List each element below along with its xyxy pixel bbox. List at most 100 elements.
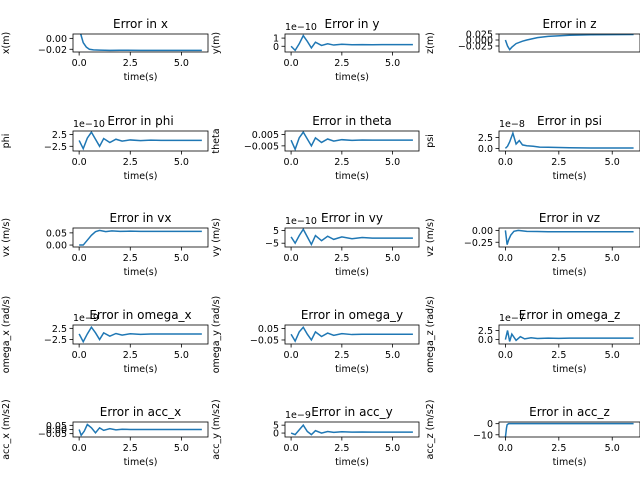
subplot-8: Error in vy 1e−10 5 −5 0.0 2.5 5.0 time(s) vy (m… — [211, 211, 420, 278]
axes-frame — [284, 33, 420, 53]
subplot-title: Error in y — [325, 17, 380, 31]
y-tick-label: 0.025 — [466, 30, 493, 41]
subplot-title: Error in vx — [109, 211, 171, 225]
series-line — [290, 228, 413, 247]
axes-frame — [498, 324, 640, 345]
y-tick-label: −0.25 — [464, 238, 493, 249]
x-tick-label: 5.0 — [605, 157, 620, 168]
series-line — [504, 422, 634, 437]
axis-offset-label: 1e−8 — [499, 119, 525, 130]
y-axis-label: acc_y (m/s2) — [211, 399, 222, 460]
x-tick-label: 5.0 — [385, 253, 400, 264]
y-tick-label: 0.00 — [46, 241, 67, 252]
subplot-5: Error in theta 0.005−0.005 0.0 2.5 5.0 time(s… — [211, 114, 420, 182]
subplot-7: Error in vx 0.05 0.00 0.0 2.5 5.0 time(s) vx (m… — [1, 211, 209, 278]
y-tick-label: 0.00 — [46, 34, 67, 45]
y-tick-label: 5 — [273, 421, 279, 432]
y-axis-label: x(m) — [1, 32, 12, 54]
y-axis-label: y(m) — [211, 32, 222, 54]
x-axis-label: time(s) — [335, 171, 369, 182]
x-tick-label: 5.0 — [605, 350, 620, 361]
y-tick-label: 0 — [487, 419, 493, 430]
x-tick-label: 2.5 — [551, 350, 566, 361]
x-tick-label: 5.0 — [385, 157, 400, 168]
y-tick-label: 0.0 — [478, 335, 493, 346]
x-tick-label: 0.0 — [284, 253, 299, 264]
subplot-title: Error in acc_z — [529, 405, 610, 419]
y-tick-label: 0.000 — [466, 36, 493, 47]
series-line — [78, 131, 202, 151]
subplot-title: Error in vy — [321, 211, 383, 225]
y-tick-label: −0.05 — [250, 335, 279, 346]
subplot-title: Error in omega_y — [301, 308, 403, 322]
y-tick-label: 2.5 — [52, 324, 67, 335]
x-tick-label: 2.5 — [334, 350, 349, 361]
subplot-title: Error in psi — [537, 114, 602, 128]
x-tick-label: 5.0 — [385, 58, 400, 69]
subplot-9: Error in vz 0.00−0.25 0.0 2.5 5.0 time(s) vz (… — [425, 211, 640, 278]
subplot-title: Error in x — [113, 17, 168, 31]
axis-offset-label: 1e−10 — [73, 119, 105, 130]
series-line — [79, 229, 202, 246]
y-axis-label: vx (m/s) — [1, 218, 12, 257]
subplot-11: Error in omega_y 0.05−0.05 0.0 2.5 5.0 time(s… — [211, 296, 420, 375]
axes-frame — [72, 324, 209, 345]
x-tick-label: 0.0 — [498, 253, 513, 264]
series-line — [290, 131, 413, 151]
y-axis-label: theta — [211, 128, 222, 153]
x-tick-label: 0.0 — [72, 253, 87, 264]
y-tick-label: 1 — [273, 34, 279, 45]
y-tick-label: −0.05 — [38, 429, 67, 440]
axes-frame — [284, 130, 420, 152]
series-line — [504, 131, 634, 149]
x-axis-label: time(s) — [124, 364, 158, 375]
axis-offset-label: 1e−9 — [285, 410, 311, 421]
subplot-title: Error in acc_y — [311, 405, 392, 419]
axes-frame — [72, 227, 209, 248]
x-tick-label: 0.0 — [498, 157, 513, 168]
subplot-2: Error in y 1e−10 10 0.0 2.5 5.0 time(s) y(m) — [211, 17, 420, 83]
x-tick-label: 0.0 — [72, 58, 87, 69]
x-tick-label: 2.5 — [334, 58, 349, 69]
x-tick-label: 0.0 — [72, 443, 87, 454]
y-axis-label: omega_x (rad/s) — [1, 296, 12, 373]
x-tick-label: 0.0 — [72, 350, 87, 361]
y-tick-label: −2.5 — [44, 335, 67, 346]
series-line — [79, 34, 202, 52]
y-tick-label: 0.05 — [46, 228, 67, 239]
y-tick-label: −0.005 — [244, 141, 279, 152]
subplot-10: Error in omega_x1e−92.5−2.50.0 2.5 5.0time… — [1, 296, 209, 375]
x-tick-label: 2.5 — [551, 157, 566, 168]
y-tick-label: −5 — [265, 239, 279, 250]
x-axis-label: time(s) — [335, 72, 369, 83]
y-tick-label: 2.5 — [52, 130, 67, 141]
x-tick-label: 0.0 — [284, 350, 299, 361]
subplot-title: Error in omega_z — [519, 308, 621, 322]
subplot-title: Error in theta — [312, 114, 392, 128]
series-line — [78, 423, 202, 437]
x-tick-label: 2.5 — [551, 443, 566, 454]
axes-frame — [284, 421, 420, 438]
axis-offset-label: 1e−7 — [499, 313, 525, 324]
axis-offset-label: 1e−9 — [73, 313, 99, 324]
y-tick-label: 0.0 — [478, 144, 493, 155]
axes-frame — [498, 227, 640, 248]
x-tick-label: 2.5 — [123, 157, 138, 168]
x-axis-label: time(s) — [124, 457, 158, 468]
y-tick-label: 0.00 — [46, 425, 67, 436]
y-tick-label: 0.005 — [252, 130, 279, 141]
axes-frame — [284, 324, 420, 345]
x-tick-label: 5.0 — [385, 350, 400, 361]
series-line — [504, 34, 634, 51]
y-tick-label: 0.05 — [258, 324, 279, 335]
subplot-13: Error in acc_x 0.050.00−0.05 0.0 2.5 5.0 time… — [1, 399, 209, 468]
x-axis-label: time(s) — [335, 267, 369, 278]
y-axis-label: acc_z (m/s2) — [425, 400, 436, 460]
x-axis-label: time(s) — [553, 364, 587, 375]
y-axis-label: vy (m/s) — [211, 218, 222, 257]
x-tick-label: 2.5 — [123, 350, 138, 361]
